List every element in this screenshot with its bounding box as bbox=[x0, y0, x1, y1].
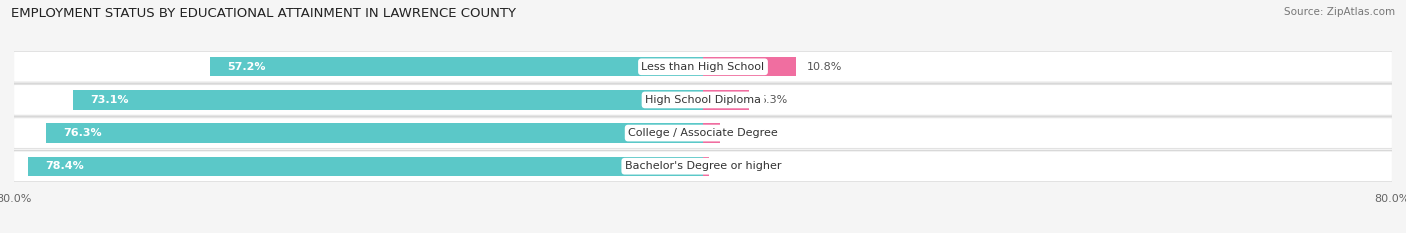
FancyBboxPatch shape bbox=[14, 51, 1392, 82]
Text: EMPLOYMENT STATUS BY EDUCATIONAL ATTAINMENT IN LAWRENCE COUNTY: EMPLOYMENT STATUS BY EDUCATIONAL ATTAINM… bbox=[11, 7, 516, 20]
Text: High School Diploma: High School Diploma bbox=[645, 95, 761, 105]
Text: 76.3%: 76.3% bbox=[63, 128, 101, 138]
Bar bbox=[703, 90, 748, 110]
Text: Source: ZipAtlas.com: Source: ZipAtlas.com bbox=[1284, 7, 1395, 17]
Bar bbox=[703, 123, 720, 143]
FancyBboxPatch shape bbox=[14, 151, 1392, 182]
Text: 73.1%: 73.1% bbox=[91, 95, 129, 105]
Text: 10.8%: 10.8% bbox=[807, 62, 842, 72]
Bar bbox=[73, 90, 703, 110]
Text: 57.2%: 57.2% bbox=[228, 62, 266, 72]
Bar bbox=[703, 57, 796, 76]
Text: Bachelor's Degree or higher: Bachelor's Degree or higher bbox=[624, 161, 782, 171]
Text: 78.4%: 78.4% bbox=[45, 161, 84, 171]
Bar bbox=[703, 157, 709, 176]
Bar bbox=[28, 157, 703, 176]
FancyBboxPatch shape bbox=[14, 118, 1392, 148]
Text: Less than High School: Less than High School bbox=[641, 62, 765, 72]
Bar bbox=[211, 57, 703, 76]
Text: 0.7%: 0.7% bbox=[720, 161, 748, 171]
Text: 5.3%: 5.3% bbox=[759, 95, 787, 105]
Text: College / Associate Degree: College / Associate Degree bbox=[628, 128, 778, 138]
FancyBboxPatch shape bbox=[14, 85, 1392, 115]
Text: 2.0%: 2.0% bbox=[731, 128, 759, 138]
Bar bbox=[46, 123, 703, 143]
